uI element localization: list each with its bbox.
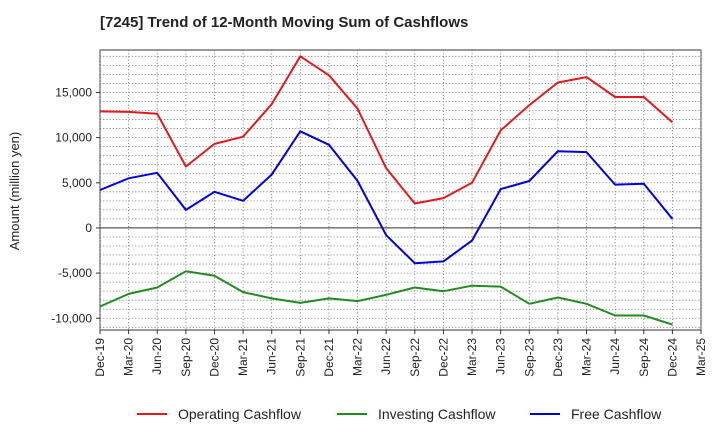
x-tick-label: Jun-22 [379,338,393,375]
y-axis: -10,000 -5,000 0 5,000 10,000 15,000 [51,85,100,325]
x-tick-label: Jun-20 [150,338,164,375]
x-tick-label: Dec-23 [551,338,565,377]
investing-cashflow-line [99,270,673,326]
legend-label-operating-cashflow: Operating Cashflow [178,406,302,422]
legend-label-free-cashflow: Free Cashflow [571,406,662,422]
legend-label-investing-cashflow: Investing Cashflow [378,406,496,422]
legend: Operating Cashflow Investing Cashflow Free… [137,406,662,422]
y-tick-label: 10,000 [55,131,92,145]
y-tick-label: 15,000 [55,85,92,99]
y-tick-label: 5,000 [62,176,92,190]
x-tick-label: Dec-19 [93,338,107,377]
x-tick-label: Mar-23 [465,338,479,376]
x-tick-label: Sep-24 [637,338,651,377]
x-tick-label: Sep-22 [408,338,422,377]
x-tick-label: Sep-20 [179,338,193,377]
x-tick-label: Sep-21 [293,338,307,377]
x-tick-label: Sep-23 [522,338,536,377]
y-tick-label: -5,000 [58,266,92,280]
series-layer [99,55,674,326]
plot-area [99,49,702,331]
y-tick-label: 0 [85,221,92,235]
free-cashflow-line [99,130,674,265]
x-tick-label: Jun-24 [608,338,622,375]
chart-title: [7245] Trend of 12-Month Moving Sum of C… [100,14,469,31]
x-tick-label: Dec-20 [207,338,221,377]
x-tick-label: Mar-24 [580,338,594,376]
x-tick-label: Dec-21 [322,338,336,377]
x-tick-label: Mar-25 [694,338,708,376]
x-tick-label: Jun-21 [265,338,279,375]
x-axis: Dec-19 Mar-20 Jun-20 Sep-20 Dec-20 Mar-21 Jun-… [93,330,708,377]
y-tick-label: -10,000 [51,311,92,325]
x-tick-label: Jun-23 [494,338,508,375]
x-tick-label: Dec-22 [436,338,450,377]
plot-frame [99,49,702,331]
x-tick-label: Mar-22 [351,338,365,376]
x-tick-label: Mar-21 [236,338,250,376]
x-tick-label: Mar-20 [122,338,136,376]
x-tick-label: Dec-24 [665,338,679,377]
y-axis-title: Amount (million yen) [7,132,22,251]
operating-cashflow-line [99,55,674,205]
